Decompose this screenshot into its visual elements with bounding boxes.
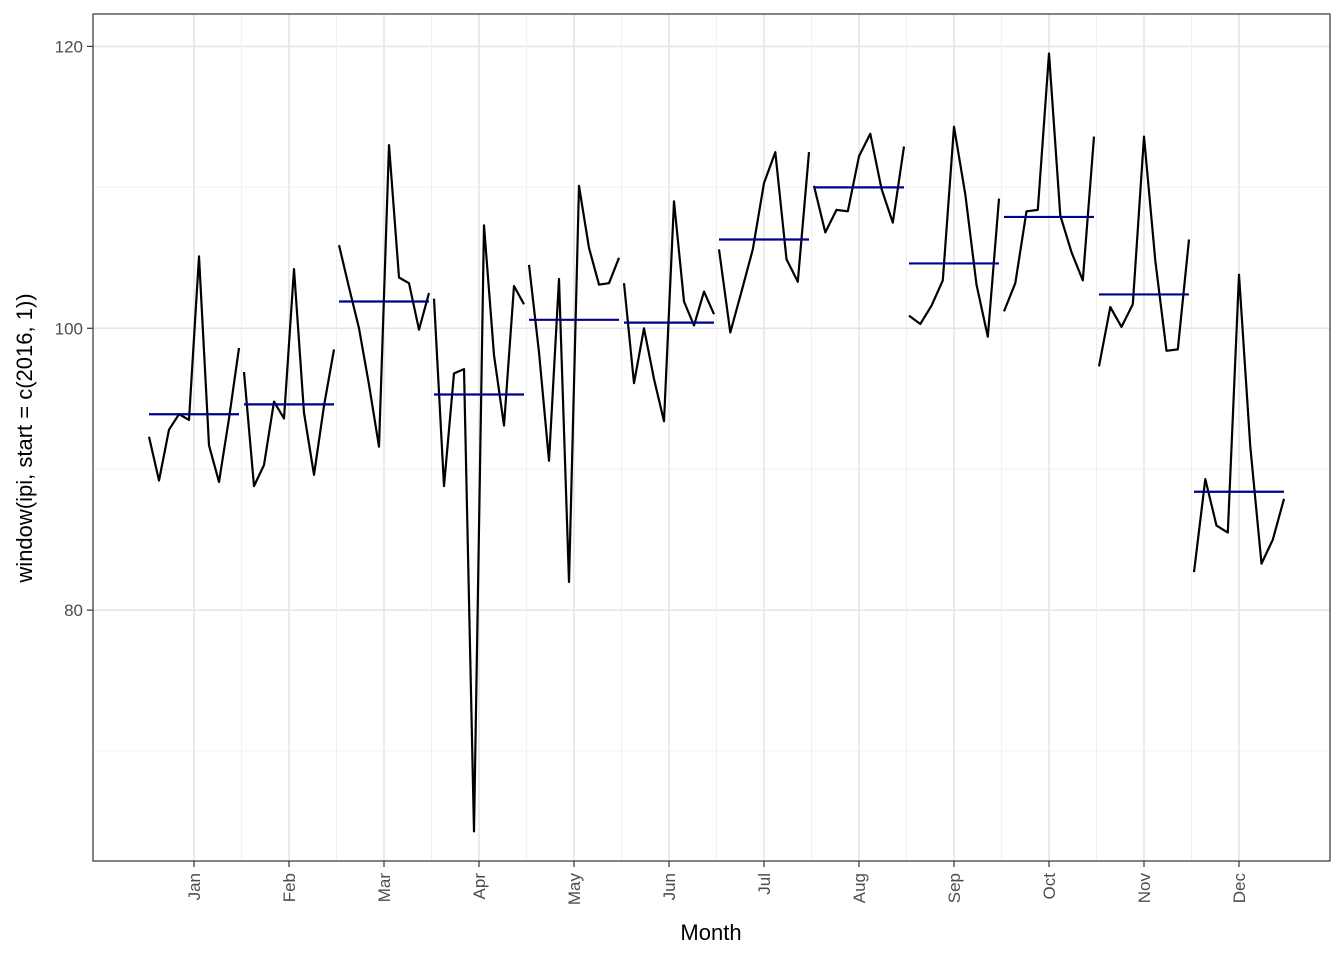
x-tick-label-may: May <box>565 873 584 906</box>
x-tick-label-aug: Aug <box>850 873 869 903</box>
axes: 80 100 120 Jan Feb Mar Apr May Jun Jul Aug Sep Oct No… <box>55 37 1249 905</box>
series-line-feb <box>242 268 336 488</box>
series-line-jun <box>622 200 716 423</box>
series-line-jan <box>147 255 241 483</box>
y-tick-label: 80 <box>64 601 83 620</box>
x-axis-title: Month <box>680 920 741 945</box>
x-tick-label-oct: Oct <box>1040 873 1059 900</box>
x-tick-label-feb: Feb <box>280 873 299 902</box>
series-line-may <box>527 184 621 584</box>
x-tick-label-apr: Apr <box>470 873 489 900</box>
y-axis-title: window(ipi, start = c(2016, 1)) <box>12 293 37 583</box>
x-tick-label-jul: Jul <box>755 873 774 895</box>
panel-border <box>92 13 1331 862</box>
series-line-dec <box>1192 273 1286 573</box>
series-line-sep <box>908 125 1001 338</box>
x-tick-label-mar: Mar <box>375 873 394 903</box>
series-line-nov <box>1097 135 1191 367</box>
x-tick-label-nov: Nov <box>1135 873 1154 904</box>
series-line-jul <box>717 151 811 334</box>
data-series <box>147 52 1286 833</box>
x-tick-label-jun: Jun <box>660 873 679 900</box>
x-tick-label-jan: Jan <box>185 873 204 900</box>
x-tick-label-dec: Dec <box>1230 873 1249 904</box>
y-tick-label: 120 <box>55 37 83 56</box>
series-line-aug <box>812 132 906 234</box>
series-line-mar <box>337 144 431 448</box>
series-line-apr <box>432 224 525 833</box>
grid-lines <box>93 14 1330 861</box>
y-tick-label: 100 <box>55 319 83 338</box>
x-tick-label-sep: Sep <box>945 873 964 903</box>
series-line-oct <box>1002 52 1096 312</box>
